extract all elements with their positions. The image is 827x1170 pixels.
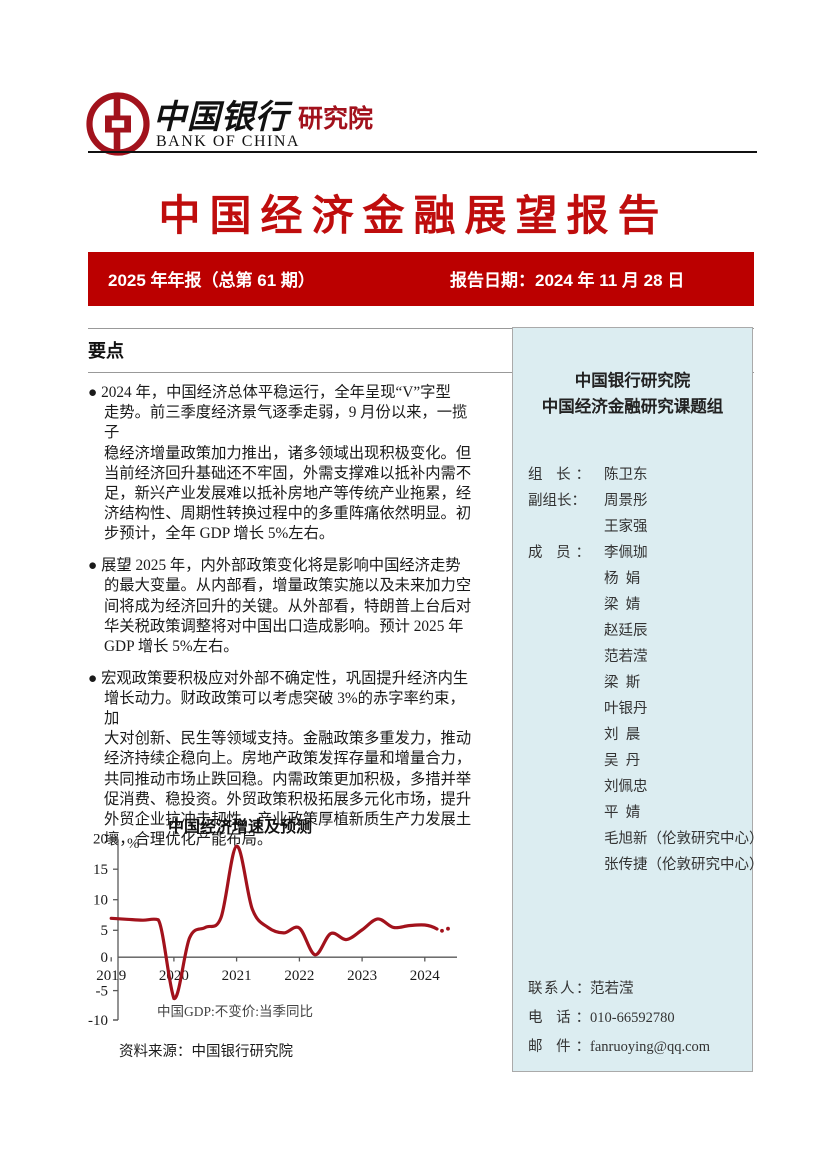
svg-text:2021: 2021 <box>222 968 252 984</box>
svg-text:%: % <box>127 836 140 852</box>
svg-text:2024: 2024 <box>410 968 441 984</box>
svg-text:2019: 2019 <box>96 968 126 984</box>
svg-text:0: 0 <box>101 950 109 966</box>
svg-text:2020: 2020 <box>159 968 189 984</box>
svg-text:-10: -10 <box>88 1013 108 1029</box>
svg-text:5: 5 <box>101 923 109 939</box>
svg-text:2022: 2022 <box>284 968 314 984</box>
svg-text:10: 10 <box>93 893 108 909</box>
svg-text:20: 20 <box>93 832 108 848</box>
svg-text:-5: -5 <box>96 983 109 999</box>
svg-text:2023: 2023 <box>347 968 377 984</box>
svg-text:15: 15 <box>93 862 108 878</box>
